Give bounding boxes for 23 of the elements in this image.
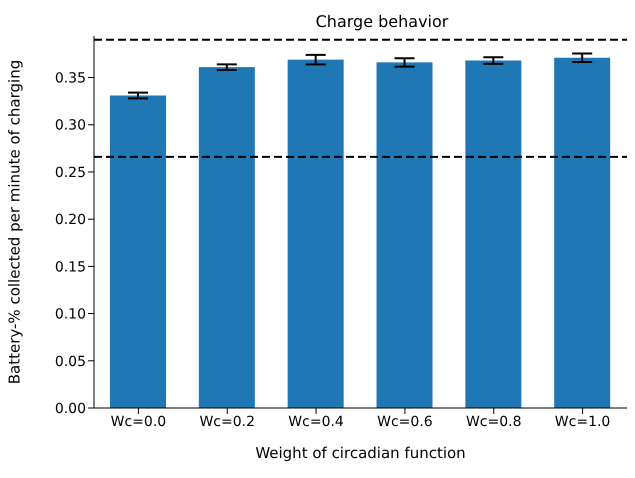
bar [110,95,166,408]
x-tick-label: Wc=0.4 [288,414,344,430]
x-axis-title: Weight of circadian function [255,444,466,462]
y-axis-title: Battery-% collected per minute of charging [5,60,24,384]
y-tick-label: 0.15 [54,259,86,276]
bar [465,60,522,408]
x-tick-label: Wc=1.0 [554,414,610,430]
bar [198,67,255,408]
x-tick-label: Wc=0.6 [377,414,433,430]
x-tick-label: Wc=0.0 [110,414,166,430]
y-tick-label: 0.30 [54,118,86,134]
y-tick-label: 0.05 [54,354,86,370]
y-tick-label: 0.35 [54,70,86,87]
bar [554,58,610,408]
bar [288,60,344,408]
x-tick-label: Wc=0.8 [466,414,522,430]
y-tick-label: 0.10 [54,306,86,323]
y-tick-label: 0.00 [54,400,86,417]
y-tick-label: 0.20 [54,212,86,228]
x-tick-label: Wc=0.2 [199,414,256,430]
chart-title: Charge behavior [314,12,450,31]
y-tick-label: 0.25 [54,164,86,181]
bar [376,62,432,408]
